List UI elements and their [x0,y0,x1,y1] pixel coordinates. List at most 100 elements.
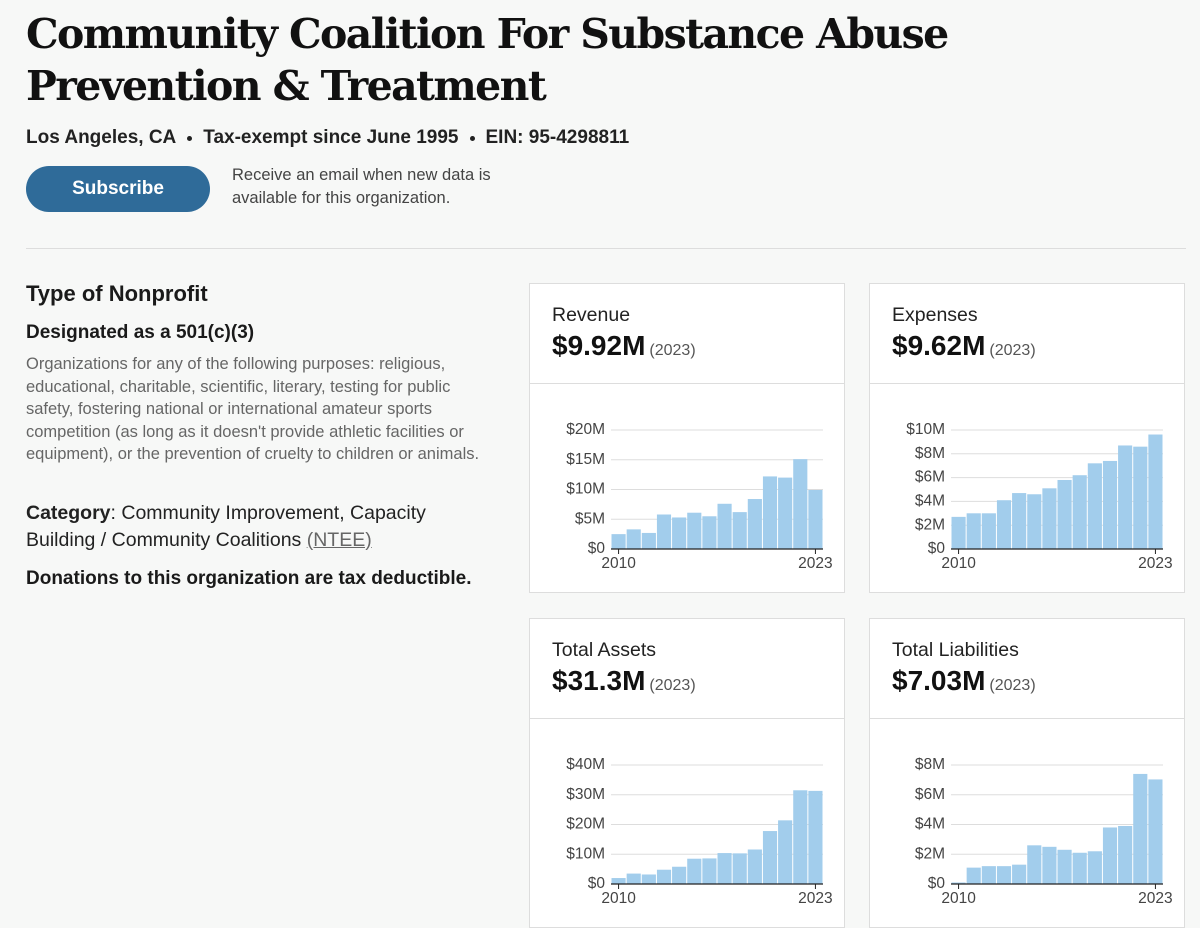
category-label: Category [26,502,111,524]
bar [951,516,966,549]
card-title: Total Liabilities [892,639,1019,661]
category-value: Community Improvement, Capacity Building… [26,502,426,551]
tax-exempt: Tax-exempt since June 1995 [203,127,459,148]
bar [1148,434,1163,549]
card-divider [530,718,844,719]
subscribe-button[interactable]: Subscribe [26,166,210,212]
card-divider [870,718,1184,719]
headline-year: (2023) [649,677,696,694]
bar [778,820,793,884]
bar [1133,446,1148,549]
y-tick-label: $0 [928,875,946,892]
x-tick-label: 2010 [941,890,976,907]
description: Organizations for any of the following p… [26,355,480,463]
y-tick-label: $20M [566,421,605,438]
y-tick-label: $0 [588,540,606,557]
bar [702,516,717,549]
bar [687,512,702,549]
y-tick-label: $2M [915,516,945,533]
bar-chart: $0 $2M $4M $6M $8M $10M 2010 2023 [906,421,1172,572]
y-tick-label: $15M [566,451,605,468]
bar [981,866,996,884]
bullet [187,135,193,141]
bar [656,869,672,884]
y-tick-label: $0 [928,540,946,557]
card-value: $7.03M (2023) [892,665,1036,697]
y-tick-label: $40M [566,756,605,773]
ntee-link[interactable]: (NTEE) [306,528,372,551]
subscribe-note: Receive an email when new data is availa… [232,166,491,207]
designation: Designated as a 501(c)(3) [26,322,255,343]
bar [778,477,793,549]
bar [717,503,732,549]
y-tick-label: $8M [915,445,945,462]
chart-card: Revenue $9.92M (2023) $0 $5M $10M $15M $20M 2010… [529,283,845,593]
bullet [469,135,475,141]
bar [1042,846,1057,884]
headline-year: (2023) [989,677,1036,694]
bar [656,514,672,549]
chart-card: Total Assets $31.3M (2023) $0 $10M $20M $30M $4… [529,618,845,928]
bar [717,853,732,884]
y-tick-label: $4M [915,816,945,833]
bar [1027,845,1042,884]
x-tick-label: 2023 [798,555,832,572]
bar [641,874,656,884]
bar [626,873,641,884]
bar [641,532,656,549]
bar [1057,479,1072,549]
headline: $9.92M [552,330,646,361]
y-tick-label: $4M [915,492,945,509]
y-tick-label: $8M [915,756,945,773]
y-tick-label: $10M [906,421,945,438]
category-separator: : [110,502,116,524]
bar [951,882,966,884]
headline-year: (2023) [989,342,1036,359]
bar [687,858,702,884]
org-title: Community Coalition For Substance Abuse … [26,10,949,110]
x-tick-label: 2023 [798,890,832,907]
bar [808,790,823,884]
bar [611,534,626,549]
card-value: $31.3M (2023) [552,665,696,697]
bar-chart: $0 $10M $20M $30M $40M 2010 2023 [566,756,832,907]
headline: $31.3M [552,665,646,696]
y-tick-label: $0 [588,875,606,892]
card-divider [530,383,844,384]
y-tick-label: $6M [915,469,945,486]
y-tick-label: $6M [915,786,945,803]
bar [966,513,981,549]
bar [1102,460,1118,549]
bar [1133,773,1148,884]
bar [793,790,808,884]
headline-year: (2023) [649,342,696,359]
y-tick-label: $10M [566,481,605,498]
deductible-note: Donations to this organization are tax d… [26,568,472,589]
bar [626,529,641,549]
category: Category: Community Improvement, Capacit… [26,500,466,553]
bar [702,858,717,884]
bar [1072,475,1087,549]
bar [1057,849,1072,884]
divider [26,248,1186,249]
bar [1027,494,1042,549]
x-tick-label: 2010 [601,890,636,907]
bar [1012,864,1027,884]
bar [1072,852,1087,884]
bar [1118,445,1133,549]
card-value: $9.62M (2023) [892,330,1036,362]
bar [996,866,1012,884]
location: Los Angeles, CA [26,127,177,148]
card-value: $9.92M (2023) [552,330,696,362]
bar [1087,851,1102,884]
y-tick-label: $10M [566,845,605,862]
chart-card: Expenses $9.62M (2023) $0 $2M $4M $6M $8M $10M 20… [869,283,1185,593]
bar-chart: $0 $2M $4M $6M $8M 2010 2023 [915,756,1173,907]
x-tick-label: 2023 [1138,890,1172,907]
section-heading: Type of Nonprofit [26,281,208,306]
bar [672,866,687,884]
y-tick-label: $30M [566,786,605,803]
bar [672,517,687,549]
